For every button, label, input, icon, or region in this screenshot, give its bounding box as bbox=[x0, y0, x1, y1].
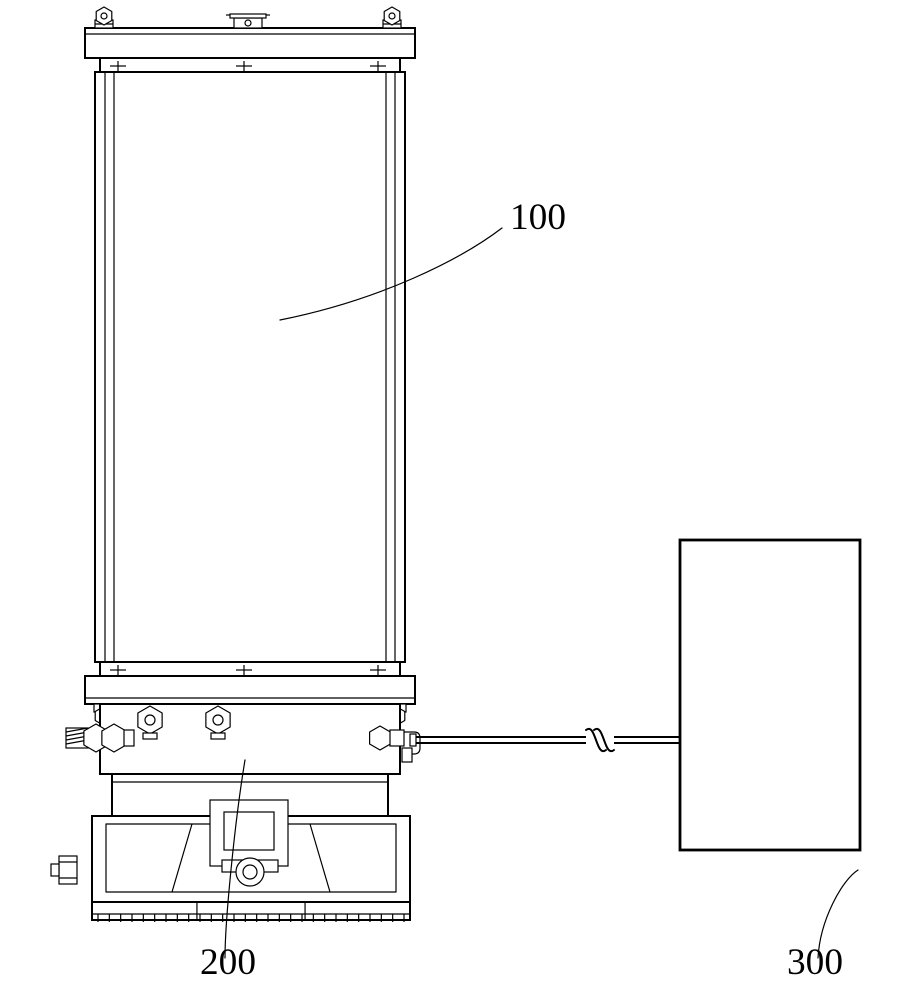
label-300: 300 bbox=[787, 941, 843, 984]
label-200: 200 bbox=[200, 941, 256, 984]
component-200-pump bbox=[51, 704, 420, 922]
engineering-figure bbox=[0, 0, 904, 1000]
connecting-pipe bbox=[410, 729, 680, 751]
label-100: 100 bbox=[510, 196, 566, 239]
component-300-receiver bbox=[680, 540, 860, 850]
component-100-reservoir bbox=[85, 7, 415, 725]
